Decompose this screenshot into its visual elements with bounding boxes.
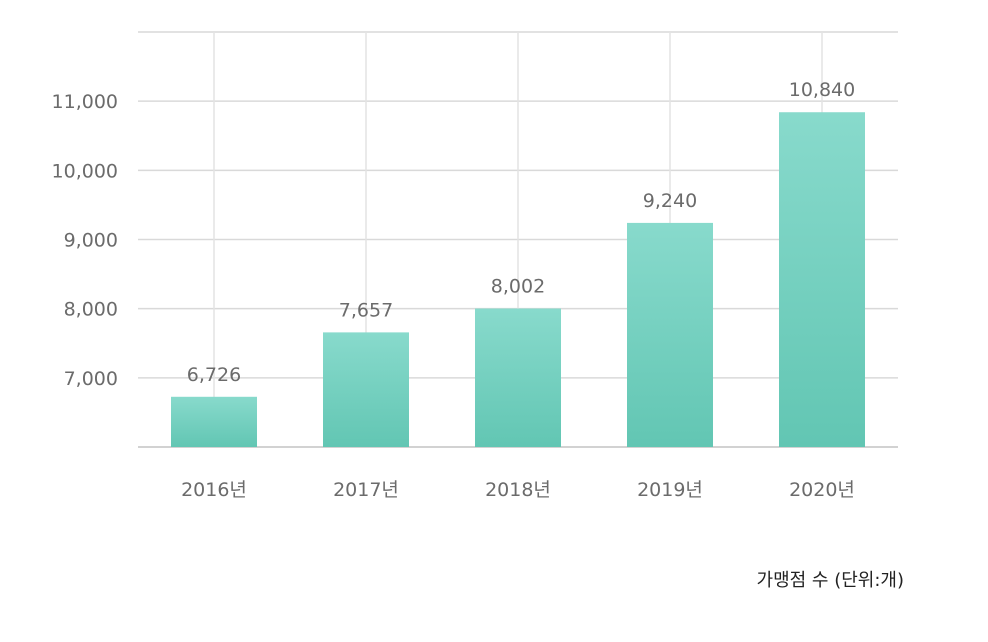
data-label: 6,726 [187,364,241,386]
x-tick-label: 2018년 [485,479,551,501]
y-axis-ticks: 7,000 8,000 9,000 10,000 11,000 [52,91,118,390]
data-label: 8,002 [491,276,545,298]
bar [323,332,409,447]
y-tick-label: 8,000 [64,299,118,321]
data-label: 7,657 [339,299,393,321]
data-label: 10,840 [789,79,855,101]
x-tick-label: 2017년 [333,479,399,501]
bar [627,222,713,447]
y-tick-label: 9,000 [64,230,118,252]
chart-caption: 가맹점 수 (단위:개) [756,570,904,591]
data-labels: 6,726 7,657 8,002 9,240 10,840 [187,79,855,386]
x-axis-ticks: 2016년 2017년 2018년 2019년 2020년 [181,479,855,501]
y-tick-label: 7,000 [64,368,118,390]
data-label: 9,240 [643,190,697,212]
y-tick-label: 11,000 [52,91,118,113]
bar [171,396,257,447]
x-tick-label: 2019년 [637,479,703,501]
gridlines [138,31,898,448]
x-tick-label: 2016년 [181,479,247,501]
y-tick-label: 10,000 [52,160,118,182]
x-tick-label: 2020년 [789,479,855,501]
bar [779,112,865,447]
bar [475,308,561,447]
bars [171,112,865,447]
